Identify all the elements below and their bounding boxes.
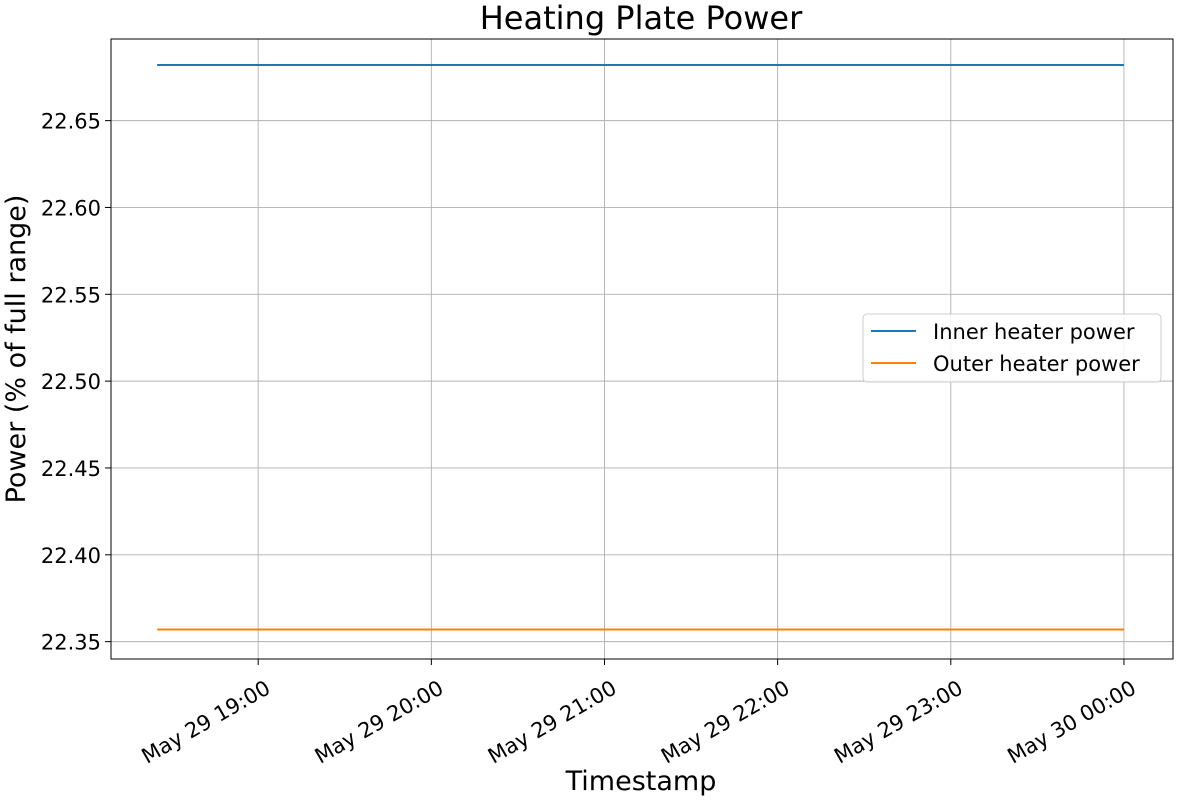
legend-label-1: Inner heater power bbox=[933, 320, 1135, 344]
y-tick-label: 22.50 bbox=[41, 370, 101, 394]
legend-box bbox=[862, 313, 1162, 383]
x-tick-label: May 29 21:00 bbox=[484, 676, 621, 769]
x-axis-ticks: May 29 19:00 May 29 20:00 May 29 21:00 May … bbox=[138, 659, 1140, 769]
y-axis-ticks: 22.35 22.40 22.45 22.50 22.55 22.60 22.65 bbox=[41, 110, 111, 655]
chart-title: Heating Plate Power bbox=[480, 0, 803, 37]
legend-label-2: Outer heater power bbox=[933, 352, 1140, 376]
legend: Inner heater power Outer heater power bbox=[862, 313, 1162, 383]
x-tick-label: May 29 20:00 bbox=[311, 676, 448, 769]
x-tick-label: May 30 00:00 bbox=[1003, 676, 1140, 769]
series-lines bbox=[157, 64, 1124, 631]
x-tick-label: May 29 19:00 bbox=[138, 676, 275, 769]
x-tick-label: May 29 23:00 bbox=[830, 676, 967, 769]
y-axis-label: Power (% of full range) bbox=[1, 195, 32, 504]
plot-frame bbox=[110, 38, 1174, 660]
y-tick-label: 22.35 bbox=[41, 631, 101, 655]
y-tick-label: 22.60 bbox=[41, 196, 101, 220]
x-axis-label: Timestamp bbox=[565, 766, 717, 797]
y-tick-label: 22.55 bbox=[41, 283, 101, 307]
x-tick-label: May 29 22:00 bbox=[657, 676, 794, 769]
y-tick-label: 22.65 bbox=[41, 110, 101, 134]
y-tick-label: 22.45 bbox=[41, 457, 101, 481]
y-tick-label: 22.40 bbox=[41, 544, 101, 568]
